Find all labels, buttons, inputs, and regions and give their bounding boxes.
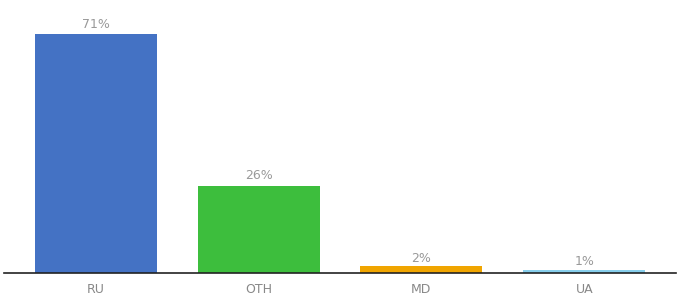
Text: 1%: 1% [575, 255, 594, 268]
Text: 71%: 71% [82, 18, 109, 31]
Bar [197, 186, 320, 273]
Text: 2%: 2% [411, 252, 431, 265]
Bar [35, 34, 157, 273]
Bar [523, 270, 645, 273]
Bar [360, 266, 483, 273]
Text: 26%: 26% [245, 169, 273, 182]
